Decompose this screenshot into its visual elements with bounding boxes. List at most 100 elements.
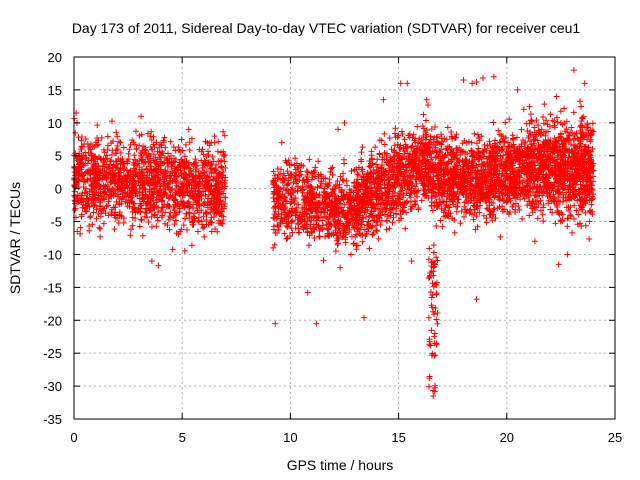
data-point [303, 197, 310, 204]
data-point [165, 202, 172, 209]
data-point [221, 158, 228, 165]
data-point [206, 186, 213, 193]
data-point [93, 172, 100, 179]
data-point [388, 202, 395, 209]
data-point [381, 182, 388, 189]
data-point [453, 160, 460, 167]
data-point [552, 220, 559, 227]
data-point [159, 212, 166, 219]
data-point [104, 155, 111, 162]
data-point [100, 195, 107, 202]
data-point [155, 204, 162, 211]
data-point [71, 207, 78, 214]
data-point [503, 160, 510, 167]
data-point [477, 154, 484, 161]
data-point [191, 210, 198, 217]
data-point [310, 169, 317, 176]
data-point [208, 169, 215, 176]
data-point [468, 170, 475, 177]
data-point [362, 233, 369, 240]
data-point [296, 162, 303, 169]
data-point [393, 211, 400, 218]
data-point [203, 168, 210, 175]
data-point [504, 198, 511, 205]
data-point [551, 135, 558, 142]
data-point [143, 174, 150, 181]
data-point [451, 216, 458, 223]
data-point [407, 161, 414, 168]
data-point [453, 169, 460, 176]
data-point [400, 162, 407, 169]
data-point [143, 210, 150, 217]
data-point [188, 135, 195, 142]
data-point [425, 101, 432, 108]
data-point [270, 223, 277, 230]
data-point [317, 182, 324, 189]
data-point [527, 189, 534, 196]
data-point [474, 131, 481, 138]
data-point [171, 197, 178, 204]
data-point [308, 228, 315, 235]
data-point [587, 138, 594, 145]
data-point [145, 180, 152, 187]
data-point [334, 220, 341, 227]
data-point [386, 225, 393, 232]
data-point [332, 248, 339, 255]
data-point [181, 247, 188, 254]
data-point [519, 184, 526, 191]
data-point [397, 201, 404, 208]
data-point [78, 146, 85, 153]
data-point [296, 171, 303, 178]
data-point [198, 207, 205, 214]
data-point [78, 213, 85, 220]
data-point [500, 152, 507, 159]
data-point [432, 154, 439, 161]
data-point [158, 193, 165, 200]
data-point [461, 199, 468, 206]
data-point [79, 204, 86, 211]
data-point [348, 199, 355, 206]
data-point [527, 117, 534, 124]
data-point [169, 185, 176, 192]
data-point [369, 214, 376, 221]
data-point [533, 188, 540, 195]
data-point [428, 126, 435, 133]
data-point [509, 160, 516, 167]
data-point [326, 221, 333, 228]
data-point [127, 226, 134, 233]
data-point [276, 192, 283, 199]
data-point [212, 207, 219, 214]
data-point [165, 195, 172, 202]
data-point [168, 186, 175, 193]
data-point [348, 168, 355, 175]
data-point [386, 179, 393, 186]
data-point [554, 119, 561, 126]
data-point [78, 195, 85, 202]
data-point [284, 234, 291, 241]
data-point [101, 186, 108, 193]
data-point [98, 134, 105, 141]
data-point [341, 226, 348, 233]
data-point [421, 190, 428, 197]
data-point [82, 136, 89, 143]
data-point [353, 222, 360, 229]
data-point [391, 153, 398, 160]
data-point [193, 174, 200, 181]
data-point [308, 229, 315, 236]
data-point [361, 226, 368, 233]
data-point [282, 157, 289, 164]
data-point [431, 200, 438, 207]
data-point [481, 146, 488, 153]
data-point [450, 198, 457, 205]
data-point [154, 180, 161, 187]
data-point [405, 132, 412, 139]
data-point [408, 167, 415, 174]
data-point [403, 209, 410, 216]
data-point [499, 146, 506, 153]
data-point [330, 216, 337, 223]
data-point [105, 212, 112, 219]
data-point [356, 216, 363, 223]
data-point [464, 171, 471, 178]
data-point [505, 186, 512, 193]
